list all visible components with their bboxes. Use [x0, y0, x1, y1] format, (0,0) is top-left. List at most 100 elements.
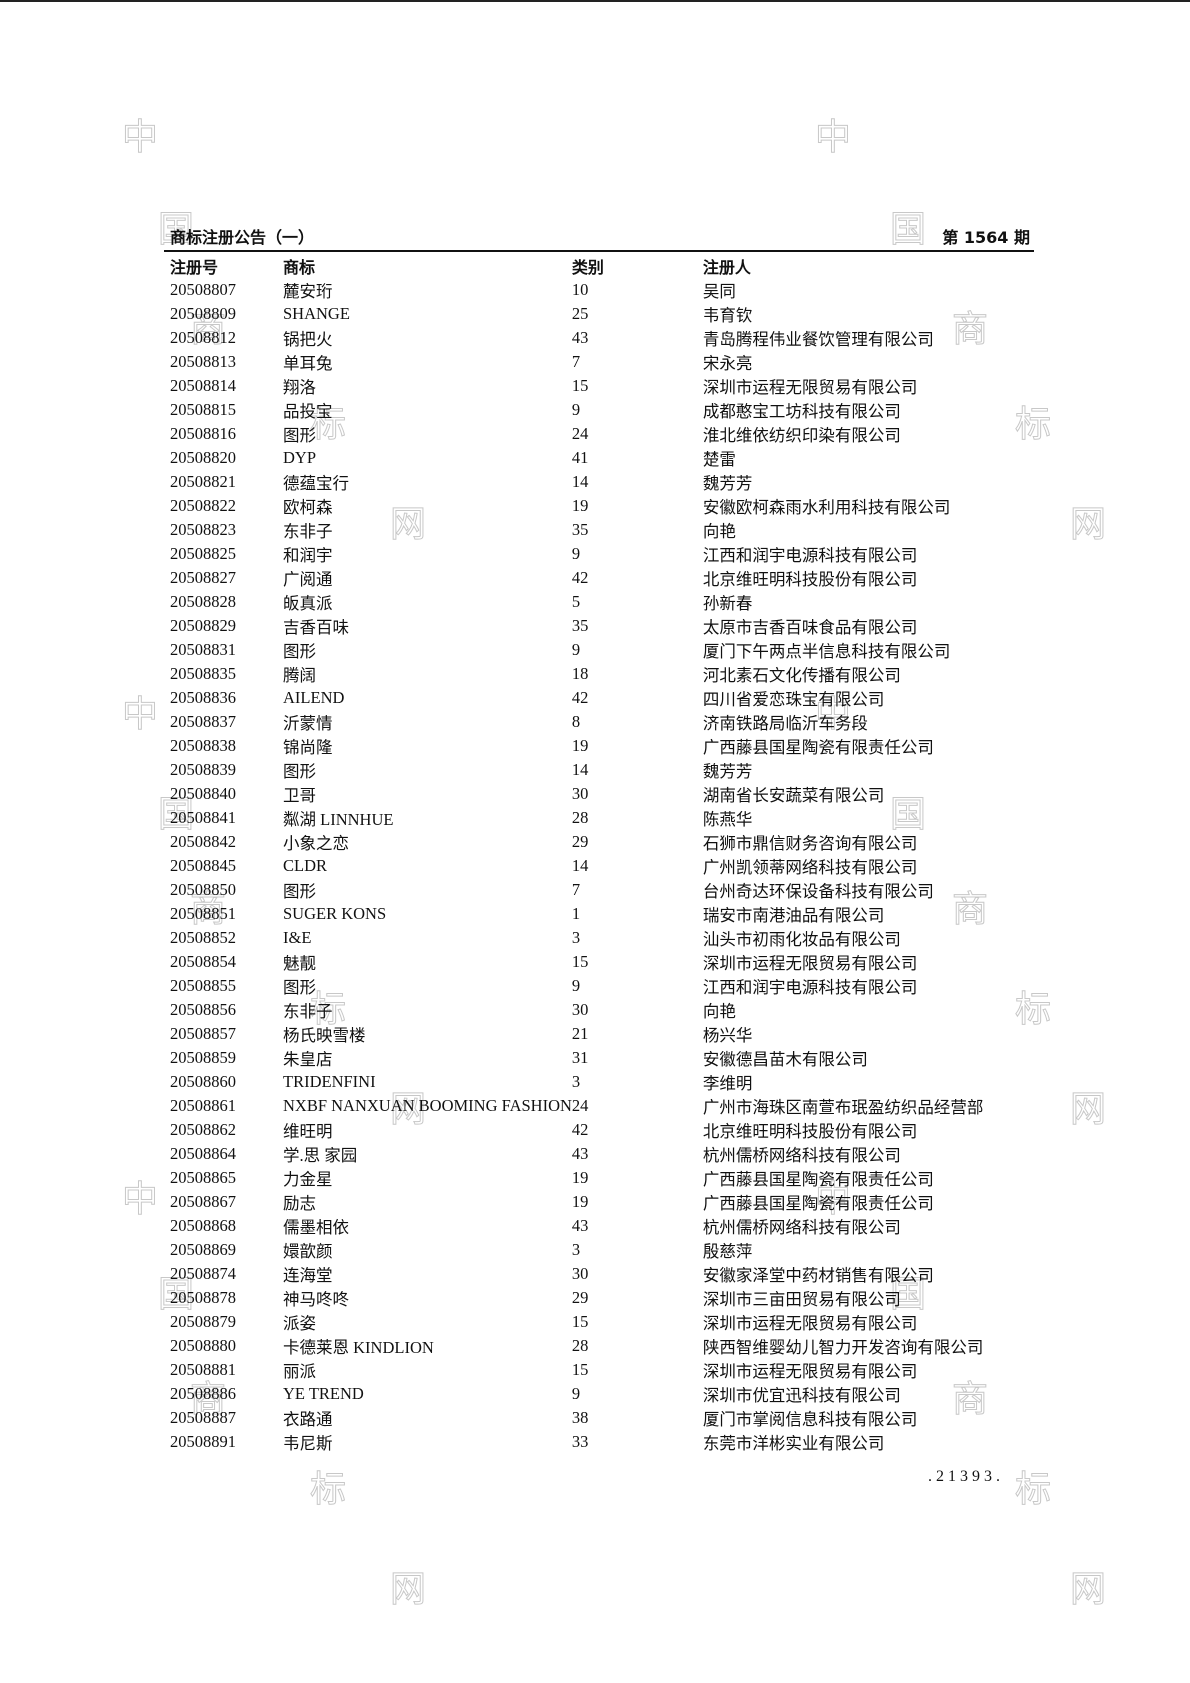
table-row: 20508840 卫哥 30 湖南省长安蔬菜有限公司: [170, 782, 1103, 806]
cell-registrant: 魏芳芳: [702, 762, 753, 781]
cell-registrant: 深圳市优宜迅科技有限公司: [702, 1386, 901, 1405]
table-row: 20508864 学.思 家园 43 杭州儒桥网络科技有限公司: [170, 1142, 1103, 1166]
watermark-glyph: 商: [951, 889, 989, 931]
watermark-glyph: 商: [189, 309, 227, 351]
cell-trademark: TRIDENFINI: [283, 1072, 376, 1091]
table-row: 20508820 DYP 41 楚雷: [170, 446, 1103, 470]
watermark-glyph: 中: [121, 1179, 159, 1221]
cell-registrant: 石狮市鼎信财务咨询有限公司: [702, 834, 918, 853]
cell-registrant: 安徽德昌苗木有限公司: [702, 1050, 868, 1069]
cell-registrant: 北京维旺明科技股份有限公司: [702, 570, 918, 589]
cell-registrant: 济南铁路局临沂车务段: [702, 714, 868, 733]
table-row: 20508836 AILEND 42 四川省爱恋珠宝有限公司: [170, 686, 1103, 710]
cell-registrant: 殷慈萍: [702, 1242, 753, 1261]
watermark-glyph: 网: [1069, 1089, 1107, 1131]
cell-registrant: 青岛腾程伟业餐饮管理有限公司: [702, 330, 934, 349]
watermark-glyph: 网: [389, 504, 427, 546]
cell-trademark: SUGER KONS: [283, 904, 387, 923]
cell-trademark: 锦尚隆: [283, 738, 333, 757]
cell-class: 35: [571, 520, 589, 539]
table-row: 20508839 图形 14 魏芳芳: [170, 758, 1103, 782]
cell-reg-no: 20508809: [170, 304, 236, 323]
cell-reg-no: 20508856: [170, 1000, 236, 1019]
table-row: 20508887 衣路通 38 厦门市掌阅信息科技有限公司: [170, 1406, 1103, 1430]
cell-class: 31: [571, 1048, 589, 1067]
table-row: 20508880 卡德莱恩 KINDLION 28 陕西智维婴幼儿智力开发咨询有限公司: [170, 1334, 1103, 1358]
cell-reg-no: 20508868: [170, 1216, 236, 1235]
watermark-glyph: 网: [1069, 504, 1107, 546]
cell-reg-no: 20508831: [170, 640, 236, 659]
table-row: 20508838 锦尚隆 19 广西藤县国星陶瓷有限责任公司: [170, 734, 1103, 758]
cell-reg-no: 20508813: [170, 352, 236, 371]
table-row: 20508891 韦尼斯 33 东莞市洋彬实业有限公司: [170, 1430, 1103, 1454]
cell-reg-no: 20508886: [170, 1384, 236, 1403]
cell-trademark: 东非子: [283, 1002, 333, 1021]
cell-reg-no: 20508862: [170, 1120, 236, 1139]
table-row: 20508809 SHANGE 25 韦育钦: [170, 302, 1103, 326]
cell-reg-no: 20508879: [170, 1312, 236, 1331]
table-row: 20508827 广阅通 42 北京维旺明科技股份有限公司: [170, 566, 1103, 590]
cell-reg-no: 20508823: [170, 520, 236, 539]
cell-reg-no: 20508820: [170, 448, 236, 467]
table-row: 20508861 NXBF NANXUAN BOOMING FASHION 24 广州…: [170, 1094, 1103, 1118]
cell-registrant: 魏芳芳: [702, 474, 753, 493]
cell-registrant: 深圳市运程无限贸易有限公司: [702, 1314, 918, 1333]
page-number: .21393.: [928, 1468, 1004, 1485]
watermark-glyph: 中: [814, 1179, 852, 1221]
cell-class: 14: [571, 760, 589, 779]
cell-class: 30: [571, 1000, 589, 1019]
cell-reg-no: 20508854: [170, 952, 236, 971]
cell-registrant: 广西藤县国星陶瓷有限责任公司: [702, 1194, 934, 1213]
col-class: 类别: [571, 258, 604, 277]
cell-trademark: 韦尼斯: [283, 1434, 333, 1453]
cell-registrant: 深圳市运程无限贸易有限公司: [702, 954, 918, 973]
cell-reg-no: 20508827: [170, 568, 236, 587]
cell-reg-no: 20508857: [170, 1024, 236, 1043]
table-row: 20508842 小象之恋 29 石狮市鼎信财务咨询有限公司: [170, 830, 1103, 854]
watermark-glyph: 商: [951, 1379, 989, 1421]
watermark-glyph: 国: [157, 209, 195, 251]
cell-class: 8: [571, 712, 581, 731]
cell-class: 41: [571, 448, 589, 467]
table-row: 20508815 品投宝 9 成都憨宝工坊科技有限公司: [170, 398, 1103, 422]
cell-registrant: 广西藤县国星陶瓷有限责任公司: [702, 1170, 934, 1189]
cell-class: 42: [571, 568, 589, 587]
watermark-glyph: 标: [1014, 989, 1052, 1031]
cell-reg-no: 20508887: [170, 1408, 236, 1427]
table-row: 20508831 图形 9 厦门下午两点半信息科技有限公司: [170, 638, 1103, 662]
table-row: 20508867 励志 19 广西藤县国星陶瓷有限责任公司: [170, 1190, 1103, 1214]
table-row: 20508816 图形 24 淮北维依纺织印染有限公司: [170, 422, 1103, 446]
cell-reg-no: 20508835: [170, 664, 236, 683]
cell-registrant: 北京维旺明科技股份有限公司: [702, 1122, 918, 1141]
watermark-glyph: 国: [157, 1274, 195, 1316]
watermark-glyph: 标: [309, 404, 347, 446]
table-row: 20508868 儒墨相依 43 杭州儒桥网络科技有限公司: [170, 1214, 1103, 1238]
cell-registrant: 河北素石文化传播有限公司: [702, 666, 901, 685]
cell-reg-no: 20508860: [170, 1072, 236, 1091]
table-row: 20508837 沂蒙情 8 济南铁路局临沂车务段: [170, 710, 1103, 734]
cell-registrant: 杭州儒桥网络科技有限公司: [702, 1218, 901, 1237]
cell-trademark: 翔洛: [283, 378, 316, 397]
cell-class: 9: [571, 976, 581, 995]
cell-class: 43: [571, 1216, 589, 1235]
cell-reg-no: 20508807: [170, 280, 236, 299]
table-row: 20508828 皈真派 5 孙新春: [170, 590, 1103, 614]
cell-registrant: 安徽家泽堂中药材销售有限公司: [702, 1266, 934, 1285]
cell-reg-no: 20508829: [170, 616, 236, 635]
table-row: 20508845 CLDR 14 广州凯领蒂网络科技有限公司: [170, 854, 1103, 878]
cell-class: 29: [571, 832, 589, 851]
cell-registrant: 向艳: [702, 522, 736, 541]
cell-registrant: 台州奇达环保设备科技有限公司: [702, 882, 934, 901]
cell-trademark: 力金星: [283, 1170, 333, 1189]
table-row: 20508841 粼湖 LINNHUE 28 陈燕华: [170, 806, 1103, 830]
watermark-glyph: 中: [814, 117, 852, 159]
cell-trademark: DYP: [283, 448, 317, 467]
cell-trademark: 儒墨相依: [283, 1218, 349, 1237]
cell-trademark: 衣路通: [283, 1410, 333, 1429]
table-row: 20508855 图形 9 江西和润宇电源科技有限公司: [170, 974, 1103, 998]
cell-registrant: 广州凯领蒂网络科技有限公司: [702, 858, 918, 877]
cell-reg-no: 20508869: [170, 1240, 236, 1259]
table-header-row: 注册号 商标 类别 注册人: [170, 254, 1103, 278]
table-row: 20508813 单耳兔 7 宋永亮: [170, 350, 1103, 374]
cell-registrant: 广州市海珠区南萱布珉盈纺织品经营部: [702, 1098, 984, 1117]
